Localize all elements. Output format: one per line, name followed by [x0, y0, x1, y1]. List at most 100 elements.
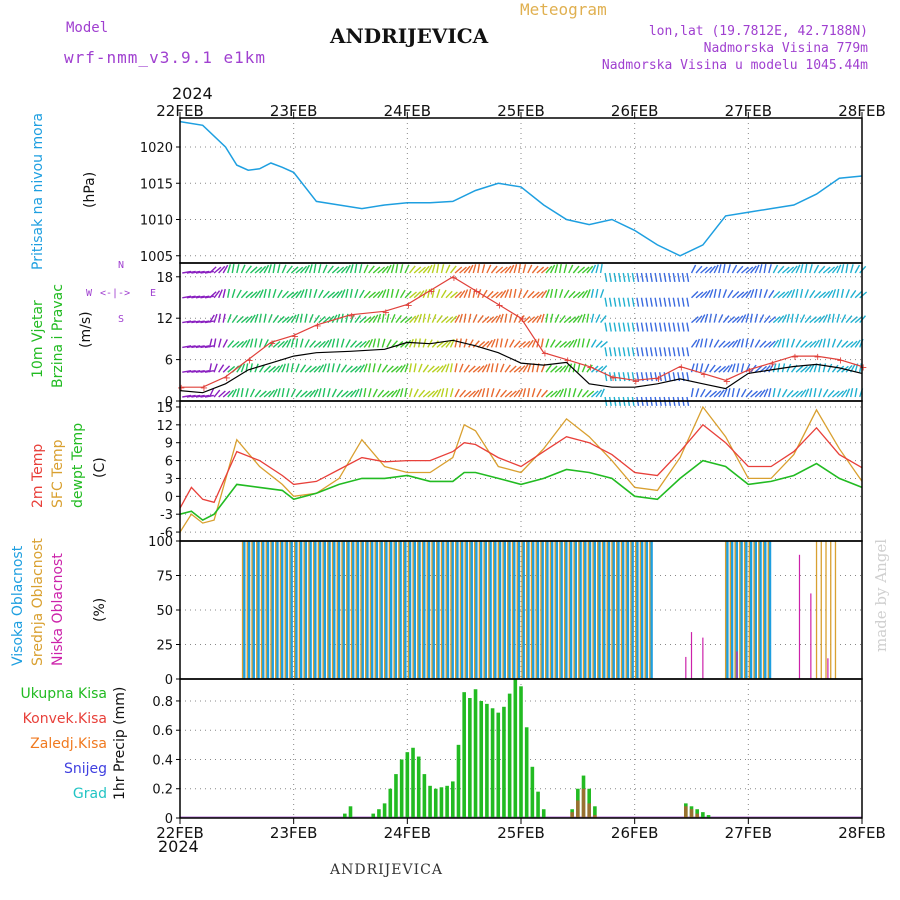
- wind-arrow: [182, 345, 192, 349]
- wind-arrow: [686, 322, 690, 332]
- wind-arrow: [495, 314, 502, 323]
- x-tick-label-bottom: 26FEB: [611, 824, 658, 842]
- wind-arrow: [859, 363, 862, 373]
- precip-total-bar: [343, 813, 347, 818]
- wind-arrow: [182, 295, 192, 299]
- wind-arrow: [772, 291, 781, 299]
- wind-arrow: [359, 364, 365, 373]
- precip-legend-hail: Grad: [72, 786, 107, 802]
- wind-arrow: [468, 339, 474, 348]
- wind-arrow: [563, 388, 567, 398]
- wind-arrow: [418, 389, 426, 398]
- wind-arrow: [754, 313, 759, 323]
- wind-arrow: [618, 297, 622, 307]
- wind-arrow: [813, 339, 820, 348]
- wind-arrow: [281, 290, 289, 299]
- wind-arrow: [795, 390, 804, 398]
- wind-arrow: [527, 316, 536, 324]
- wind-arrow: [313, 264, 317, 274]
- wind-arrow: [336, 290, 343, 299]
- wind-gust-marker: +: [200, 383, 208, 394]
- wind-arrow: [527, 388, 531, 398]
- wind-arrow: [299, 265, 308, 274]
- wind-arrow: [309, 389, 316, 398]
- y-tick-label: 0: [165, 673, 173, 688]
- precip-total-bar: [348, 806, 353, 818]
- wind-arrow: [786, 389, 794, 398]
- wind-arrow: [236, 340, 245, 348]
- wind-arrow: [408, 388, 413, 398]
- x-tick-label-top: 27FEB: [725, 102, 772, 120]
- wind-arrow: [468, 313, 472, 323]
- wind-arrow: [350, 365, 358, 373]
- wind-arrow: [267, 264, 272, 274]
- wind-gust-marker: +: [382, 307, 390, 318]
- wind-arrow: [349, 264, 354, 274]
- wind-arrow: [722, 341, 731, 348]
- wind-arrow: [690, 388, 694, 398]
- wind-arrow: [595, 288, 599, 298]
- wind-arrow: [386, 339, 392, 348]
- wind-arrow: [545, 338, 550, 348]
- wind-arrow: [836, 390, 845, 398]
- y-tick-label: 12: [156, 419, 173, 434]
- wind-arrow: [850, 289, 857, 299]
- wind-arrow: [340, 338, 345, 348]
- wind-arrow: [568, 339, 575, 348]
- wind-arrow: [336, 338, 340, 348]
- wind-arrow: [722, 289, 728, 299]
- wind-arrow: [668, 322, 672, 332]
- wind-arrow: [458, 363, 464, 373]
- wind-arrow: [631, 272, 635, 282]
- wind-arrow: [545, 313, 549, 323]
- wind-arrow: [308, 314, 314, 323]
- wind-arrow: [854, 339, 861, 348]
- y-tick-label: 6: [165, 455, 173, 470]
- wind-arrow: [695, 363, 699, 373]
- wind-arrow: [590, 313, 595, 323]
- wind-arrow: [827, 363, 833, 373]
- wind-arrow: [186, 345, 196, 349]
- meteogram-label: Meteogram: [520, 0, 607, 19]
- wind-gust-marker: +: [450, 273, 458, 284]
- wind-gust-marker: +: [586, 363, 594, 374]
- wind-arrow: [663, 322, 667, 332]
- wind-arrow: [836, 365, 845, 373]
- model-label: Model: [66, 20, 109, 36]
- wind-arrow: [454, 388, 460, 398]
- wind-arrow: [186, 369, 196, 373]
- wind-arrow: [622, 322, 626, 332]
- wind-arrow: [381, 289, 387, 299]
- wind-arrow: [840, 264, 845, 274]
- wind-arrow: [700, 290, 708, 299]
- wind-arrow: [672, 322, 676, 332]
- wind-arrow: [649, 272, 653, 282]
- wind-arrow: [809, 363, 815, 373]
- wind-arrow: [468, 390, 476, 398]
- wind-arrow: [281, 264, 287, 274]
- precip-conv-bar: [587, 803, 591, 818]
- wind-arrow: [727, 364, 733, 373]
- wind-gust-marker: +: [495, 300, 503, 311]
- wind-arrow: [804, 365, 812, 373]
- wind-arrow: [272, 365, 281, 373]
- wind-arrow: [468, 365, 476, 373]
- wind-arrow: [431, 389, 439, 398]
- wind-arrow: [654, 272, 658, 282]
- wind-arrow: [327, 291, 336, 299]
- wind-arrow: [395, 314, 402, 324]
- wind-arrow: [213, 338, 217, 348]
- wind-arrow: [372, 291, 381, 299]
- wind-arrow: [581, 338, 585, 348]
- wind-arrow: [390, 365, 399, 373]
- wind-arrow: [768, 340, 776, 348]
- wind-arrow: [208, 363, 212, 373]
- wind-arrow: [468, 264, 474, 274]
- wind-arrow: [850, 316, 858, 324]
- wind-arrow: [263, 365, 272, 373]
- wind-arrow: [258, 338, 263, 348]
- wind-arrow: [600, 315, 607, 324]
- wind-gust-line: [180, 276, 863, 388]
- wind-arrow: [236, 289, 242, 299]
- wind-arrow: [631, 322, 635, 332]
